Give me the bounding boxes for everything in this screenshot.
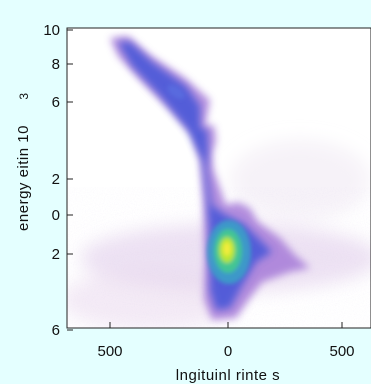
y-axis: 10 8 6 2 0 2 6 xyxy=(43,22,73,339)
y-tick-label: 2 xyxy=(52,246,60,263)
y-tick-label: 6 xyxy=(52,94,60,111)
x-tick-label: 0 xyxy=(224,343,232,360)
x-tick-label: 500 xyxy=(97,343,122,360)
y-axis-exponent: 3 xyxy=(17,92,31,99)
plot-frame xyxy=(66,27,371,329)
density-heatmap xyxy=(67,36,371,328)
y-tick-label: 8 xyxy=(52,56,60,73)
y-tick-label: 10 xyxy=(43,22,60,39)
x-tick-label: 500 xyxy=(329,343,354,360)
x-axis-label: lngituinl rinte s xyxy=(176,367,280,384)
hot-core xyxy=(167,84,251,284)
y-tick-label: 2 xyxy=(52,171,60,188)
y-tick-label: 6 xyxy=(52,322,60,339)
x-axis: 500 0 500 xyxy=(97,322,355,360)
y-axis-label: energy eitin 10 xyxy=(15,125,32,231)
y-tick-label: 0 xyxy=(52,207,60,224)
